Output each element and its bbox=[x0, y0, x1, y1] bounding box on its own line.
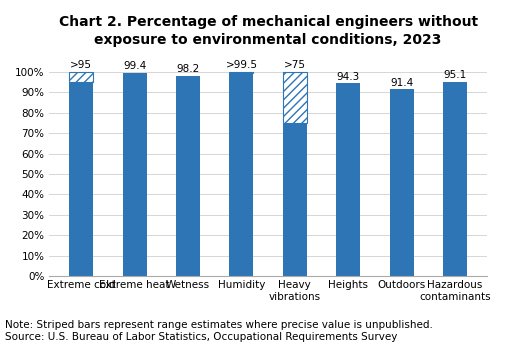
Bar bbox=[389, 89, 414, 276]
Text: 94.3: 94.3 bbox=[336, 72, 360, 82]
Text: >99.5: >99.5 bbox=[225, 60, 258, 70]
Text: >95: >95 bbox=[70, 60, 92, 70]
Bar bbox=[336, 83, 360, 276]
Bar bbox=[69, 82, 93, 276]
Bar bbox=[176, 76, 200, 276]
Bar bbox=[230, 72, 253, 73]
Text: 95.1: 95.1 bbox=[443, 70, 467, 80]
Bar bbox=[230, 73, 253, 276]
Bar bbox=[230, 72, 253, 73]
Bar bbox=[69, 72, 93, 82]
Title: Chart 2. Percentage of mechanical engineers without
exposure to environmental co: Chart 2. Percentage of mechanical engine… bbox=[59, 15, 478, 47]
Bar bbox=[283, 123, 307, 276]
Text: 99.4: 99.4 bbox=[123, 61, 146, 71]
Bar bbox=[443, 82, 467, 276]
Bar bbox=[123, 73, 147, 276]
Text: 91.4: 91.4 bbox=[390, 78, 413, 88]
Text: >75: >75 bbox=[284, 60, 306, 70]
Bar bbox=[69, 72, 93, 82]
Text: 98.2: 98.2 bbox=[177, 64, 200, 74]
Bar bbox=[283, 72, 307, 123]
Bar bbox=[283, 72, 307, 123]
Text: Note: Striped bars represent range estimates where precise value is unpublished.: Note: Striped bars represent range estim… bbox=[5, 320, 433, 342]
